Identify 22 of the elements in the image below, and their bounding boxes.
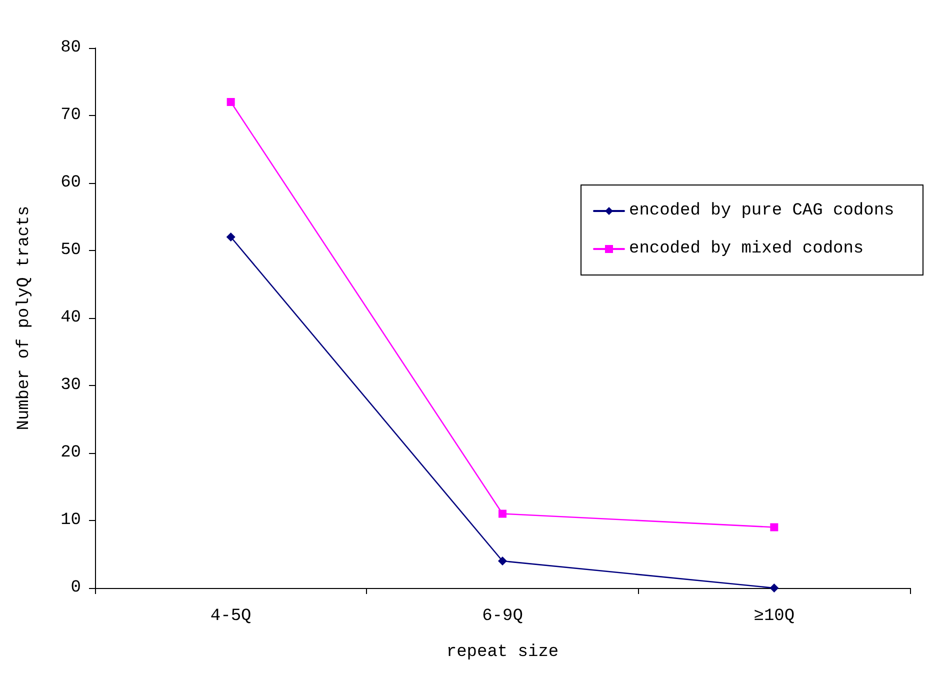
- y-tick-label: 0: [70, 578, 81, 598]
- x-axis-title: repeat size: [446, 643, 559, 662]
- x-tick-label: ≥10Q: [754, 607, 795, 626]
- y-tick-label: 10: [60, 511, 81, 530]
- y-tick-label: 40: [60, 308, 81, 328]
- point: [498, 510, 506, 518]
- y-tick-label: 20: [60, 444, 81, 462]
- y-tick-label: 80: [60, 38, 81, 58]
- y-tick-label: 60: [60, 174, 81, 192]
- x-tick-label: 6-9Q: [482, 607, 523, 626]
- point: [226, 232, 236, 242]
- y-tick-label: 50: [60, 241, 81, 260]
- legend-label: encoded by pure CAG codons: [629, 202, 894, 220]
- legend-label: encoded by mixed codons: [629, 240, 864, 258]
- point: [226, 98, 235, 106]
- y-tick-label: 30: [60, 376, 81, 395]
- y-axis-title: Number of polyQ tracts: [15, 206, 34, 430]
- x-tick-label: 4-5Q: [210, 607, 252, 626]
- point: [770, 523, 778, 532]
- point: [770, 584, 779, 592]
- y-tick-label: 70: [60, 106, 81, 125]
- point: [498, 556, 507, 566]
